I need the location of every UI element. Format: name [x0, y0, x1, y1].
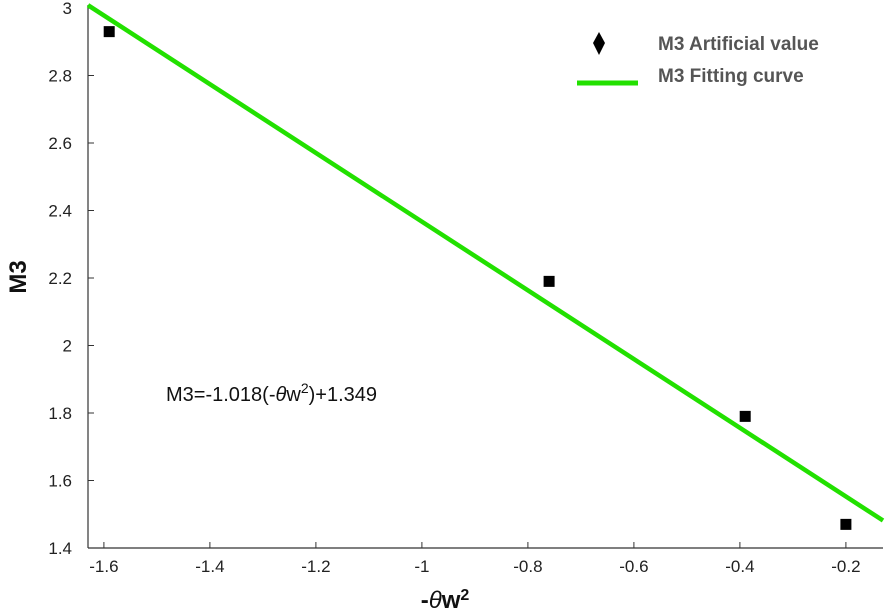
x-tick-label: -1.6 — [89, 557, 118, 576]
equation-w: w — [285, 384, 301, 406]
data-point — [543, 275, 555, 287]
x-tick-label: -0.6 — [619, 557, 648, 576]
x-tick-label: -0.2 — [831, 557, 860, 576]
equation-theta: θ — [276, 384, 287, 406]
equation-suffix: )+1.349 — [309, 384, 377, 406]
data-point — [840, 518, 852, 530]
fitting-curve-layer — [86, 3, 885, 523]
equation-annotation: M3=-1.018(-θw2)+1.349 — [166, 380, 377, 406]
legend: M3 Artificial value M3 Fitting curve — [577, 32, 819, 87]
x-tick-label: -1.4 — [195, 557, 224, 576]
y-tick-label: 1.8 — [48, 404, 72, 423]
x-tick-label: -0.8 — [513, 557, 542, 576]
y-tick-label: 2.2 — [48, 269, 72, 288]
x-axis-label-sup: 2 — [460, 587, 469, 604]
y-tick-label: 2.8 — [48, 67, 72, 86]
equation-sup: 2 — [301, 380, 309, 396]
y-tick-label: 1.4 — [48, 539, 72, 558]
y-tick-label: 3 — [63, 0, 72, 18]
y-ticks: 1.4 1.6 1.8 2 2.2 2.4 2.6 2.8 3 — [48, 0, 94, 558]
equation-prefix: M3=-1.018(- — [166, 384, 276, 406]
x-ticks: -1.6 -1.4 -1.2 -1 -0.8 -0.6 -0.4 -0.2 — [89, 542, 861, 576]
x-axis-label-theta: θ — [429, 587, 442, 614]
y-tick-label: 2.4 — [48, 202, 72, 221]
y-axis-label: M3 — [5, 260, 32, 293]
legend-label-fitting: M3 Fitting curve — [658, 66, 804, 87]
x-axis-label-w: w — [441, 587, 461, 614]
data-point — [739, 410, 751, 422]
x-axis-label: -θw2 — [421, 587, 470, 615]
x-tick-label: -1.2 — [301, 557, 330, 576]
data-points-layer — [103, 26, 852, 530]
x-tick-label: -1 — [414, 557, 429, 576]
y-tick-label: 2.6 — [48, 134, 72, 153]
axes — [87, 5, 883, 549]
x-tick-label: -0.4 — [725, 557, 754, 576]
legend-label-artificial: M3 Artificial value — [658, 34, 819, 55]
fitting-curve-line — [86, 3, 885, 523]
y-tick-label: 1.6 — [48, 472, 72, 491]
y-tick-label: 2 — [63, 337, 72, 356]
legend-diamond-marker — [593, 32, 605, 55]
data-point — [103, 26, 115, 38]
